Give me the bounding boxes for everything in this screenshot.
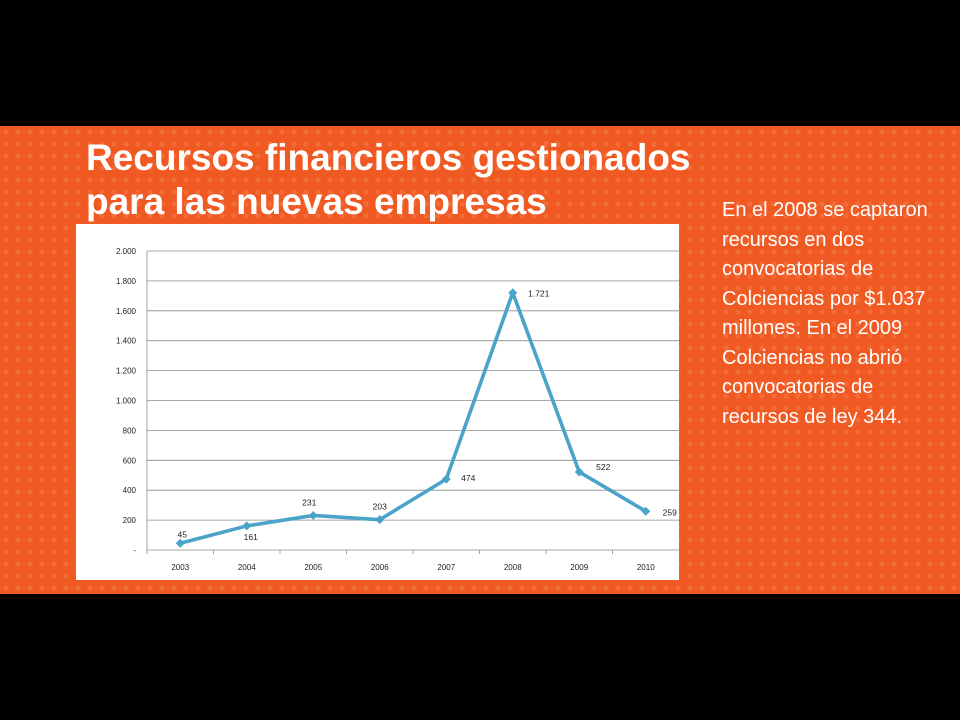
x-tick-label: 2007 [437,563,455,572]
data-point [641,506,651,516]
x-tick-label: 2004 [238,563,256,572]
title-line-1: Recursos financieros gestionados [86,137,691,178]
data-point [175,538,185,548]
data-point [375,515,385,525]
line-chart: - 200 400 600 800 1.000 1.200 1.400 1.600 1.800 2.… [116,247,679,572]
series-line-layer [179,290,647,546]
chart-panel: - 200 400 600 800 1.000 1.200 1.400 1.600 1.800 2.… [76,224,679,580]
y-tick-label: 200 [123,516,137,525]
data-point [441,474,451,484]
x-tick-label: 2006 [371,563,389,572]
data-points [175,288,651,548]
x-tick-label: 2008 [504,563,522,572]
data-label: 231 [302,497,316,507]
side-note: En el 2008 se captaron recursos en dos c… [722,199,928,428]
title-line-2: para las nuevas empresas [86,181,547,222]
data-label: 45 [178,529,188,539]
series-line [179,290,647,546]
data-labels: 45 161 231 203 474 1.721 522 259 [178,289,678,542]
x-axis-ticks: 2003 2004 2005 2006 2007 2008 2009 2010 [146,550,655,572]
x-tick-label: 2009 [570,563,588,572]
x-tick-label: 2005 [304,563,322,572]
x-tick-label: 2010 [637,563,655,572]
data-point [242,521,252,531]
y-axis-ticks: - 200 400 600 800 1.000 1.200 1.400 1.600 1.800 2.… [116,247,137,555]
y-tick-label: 1.200 [116,367,137,376]
y-tick-label: 2.000 [116,247,137,256]
data-point [508,288,518,298]
y-tick-label: 600 [123,456,137,465]
data-label: 203 [373,502,387,512]
data-point [308,510,318,520]
data-label: 522 [596,462,610,472]
data-label: 161 [244,532,258,542]
data-label: 259 [663,507,677,517]
y-tick-label: 1.000 [116,397,137,406]
y-tick-label: 1.600 [116,307,137,316]
data-label: 474 [461,473,475,483]
y-tick-label: 400 [123,486,137,495]
slide-title: Recursos financieros gestionados para la… [86,136,706,224]
y-tick-label: - [133,546,136,555]
data-label: 1.721 [528,289,550,299]
y-tick-label: 800 [123,426,137,435]
data-point [574,467,584,477]
x-tick-label: 2003 [171,563,189,572]
y-tick-label: 1.400 [116,337,137,346]
gridlines [146,250,679,551]
y-tick-label: 1.800 [116,277,137,286]
